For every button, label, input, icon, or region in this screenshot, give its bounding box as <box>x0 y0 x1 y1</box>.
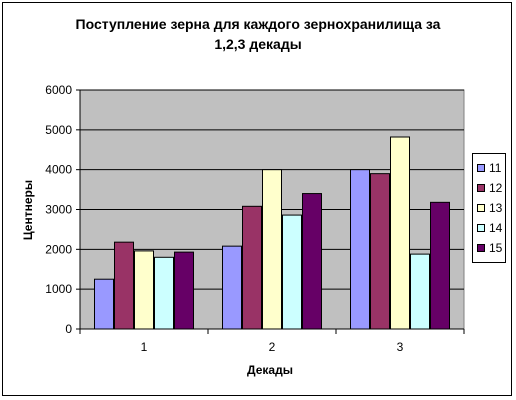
bar-series-15-category-2 <box>302 193 322 330</box>
y-tick-label: 5000 <box>45 123 72 137</box>
legend-label: 11 <box>489 161 502 175</box>
y-axis-title: Центнеры <box>21 180 35 240</box>
bar-series-13-category-2 <box>262 169 282 330</box>
x-axis-title: Декады <box>247 363 293 377</box>
bar-series-14-category-1 <box>154 256 174 330</box>
bar-series-15-category-1 <box>174 251 194 330</box>
bar-series-12-category-1 <box>114 241 134 330</box>
legend-swatch <box>477 164 485 172</box>
y-tick-label: 4000 <box>45 163 72 177</box>
bar-series-13-category-1 <box>134 250 154 330</box>
bar-series-13-category-3 <box>390 136 410 330</box>
y-tick-label: 6000 <box>45 83 72 97</box>
legend-swatch <box>477 204 485 212</box>
legend-label: 15 <box>489 241 503 255</box>
bar-series-12-category-2 <box>242 205 262 330</box>
x-tick-labels: 1 2 3 <box>141 340 404 354</box>
legend-item: 11 <box>477 161 505 175</box>
legend-swatch <box>477 244 485 252</box>
x-tick-label: 3 <box>397 340 404 354</box>
y-tick-label: 2000 <box>45 242 72 256</box>
legend-swatch <box>477 184 485 192</box>
legend-item: 14 <box>477 221 505 235</box>
y-tick-label: 0 <box>65 322 72 336</box>
bar-series-14-category-3 <box>410 253 430 330</box>
bar-series-14-category-2 <box>282 214 302 330</box>
legend-label: 13 <box>489 201 503 215</box>
axes <box>76 89 465 334</box>
bar-series-11-category-1 <box>94 278 114 330</box>
y-tick-label: 1000 <box>45 282 72 296</box>
bar-series-11-category-2 <box>222 245 242 330</box>
x-tick-label: 2 <box>269 340 276 354</box>
legend-label: 14 <box>489 221 503 235</box>
legend-label: 12 <box>489 181 503 195</box>
bar-series-11-category-3 <box>350 169 370 330</box>
legend-item: 12 <box>477 181 505 195</box>
legend-item: 13 <box>477 201 505 215</box>
chart-title: Поступление зерна для каждого зернохрани… <box>0 14 516 54</box>
bar-series-15-category-3 <box>430 201 450 330</box>
y-tick-labels: 0 1000 2000 3000 4000 5000 6000 <box>45 83 72 336</box>
bar-series-12-category-3 <box>370 173 390 330</box>
chart-title-line-1: Поступление зерна для каждого зернохрани… <box>75 16 441 32</box>
chart-title-line-2: 1,2,3 декады <box>214 36 302 52</box>
legend-swatch <box>477 224 485 232</box>
legend-item: 15 <box>477 241 505 255</box>
y-tick-label: 3000 <box>45 203 72 217</box>
x-tick-label: 1 <box>141 340 148 354</box>
legend: 11 12 13 14 15 <box>472 153 506 263</box>
